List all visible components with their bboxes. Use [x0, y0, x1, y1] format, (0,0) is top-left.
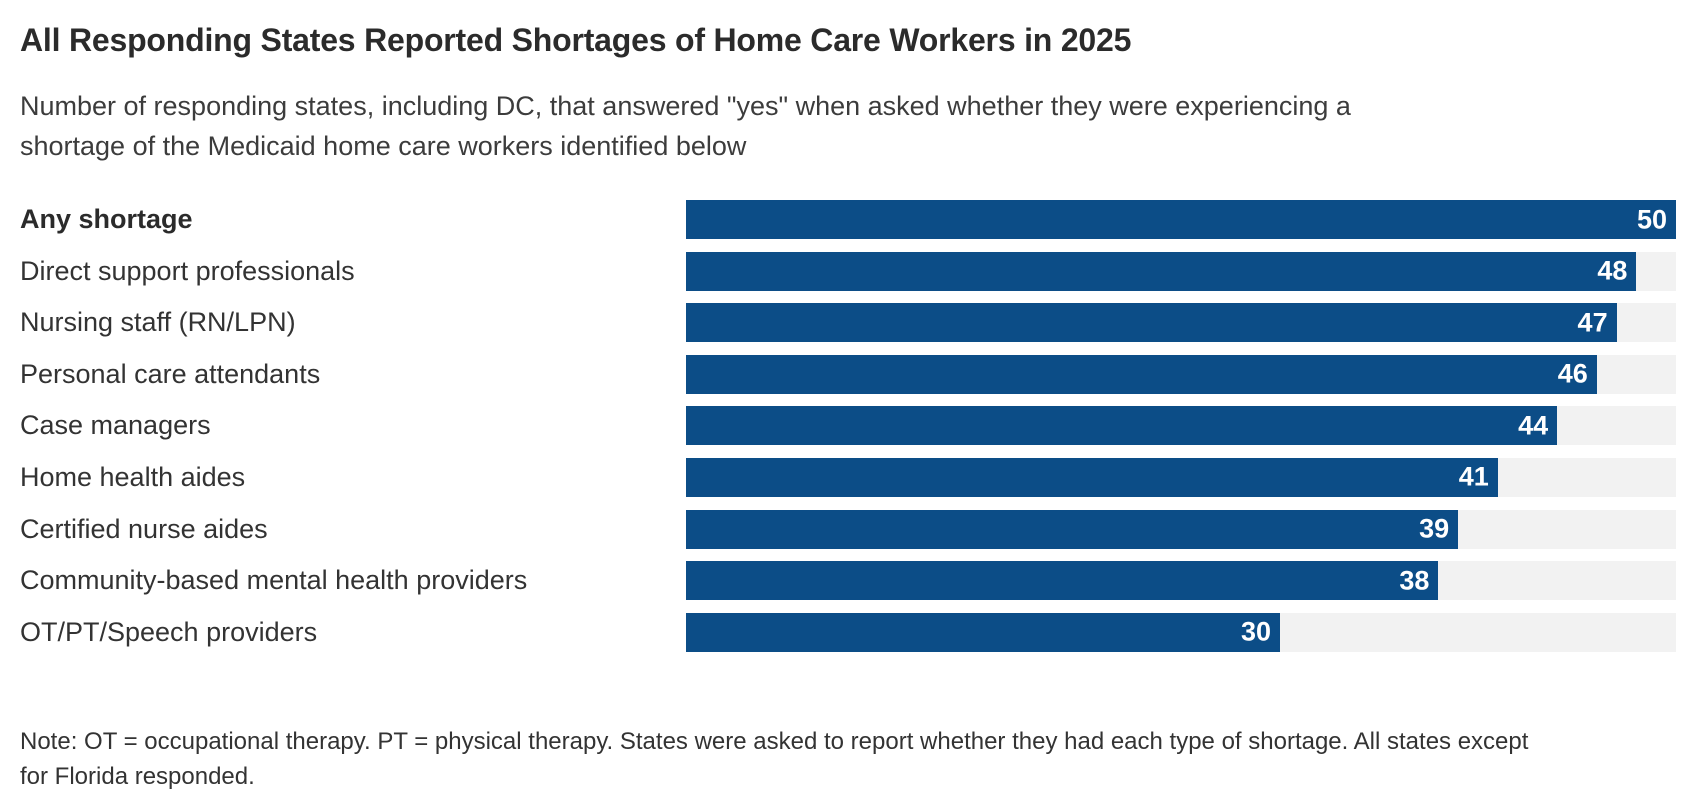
chart-row: OT/PT/Speech providers 30	[20, 612, 1676, 652]
chart-note-line-2: for Florida responded.	[20, 763, 255, 790]
bar-track: 44	[686, 406, 1676, 446]
bar-value: 39	[1419, 513, 1450, 544]
chart-row: Nursing staff (RN/LPN) 47	[20, 303, 1676, 343]
bar: 48	[686, 251, 1637, 291]
bar-track: 39	[686, 509, 1676, 549]
bar: 39	[686, 509, 1459, 549]
bar-track: 46	[686, 354, 1676, 394]
chart-row: Personal care attendants 46	[20, 354, 1676, 394]
chart-row: Direct support professionals 48	[20, 251, 1676, 291]
bar-value: 41	[1458, 461, 1489, 492]
chart-note-line-1: Note: OT = occupational therapy. PT = ph…	[20, 728, 1529, 755]
bar-value: 48	[1597, 255, 1628, 286]
bar-label: Direct support professionals	[20, 255, 355, 286]
bar-track: 50	[686, 200, 1676, 239]
bar-label: Community-based mental health providers	[20, 565, 528, 596]
chart-row: Community-based mental health providers 3…	[20, 561, 1676, 601]
chart-title: All Responding States Reported Shortages…	[20, 22, 1132, 58]
bar-label: Personal care attendants	[20, 358, 321, 389]
bar-chart: Any shortage 50 Direct support professiona…	[20, 200, 1676, 664]
bar-value: 47	[1577, 307, 1608, 338]
chart-subtitle-line-2: shortage of the Medicaid home care worke…	[20, 131, 747, 161]
bar-label: Any shortage	[20, 204, 193, 234]
bar-label: Home health aides	[20, 461, 246, 492]
bar-track: 48	[686, 251, 1676, 291]
bar-label: Nursing staff (RN/LPN)	[20, 307, 296, 338]
bar-value: 38	[1399, 565, 1430, 596]
bar-track: 41	[686, 457, 1676, 497]
bar: 30	[686, 612, 1280, 652]
bar: 44	[686, 406, 1558, 446]
chart-subtitle-line-1: Number of responding states, including D…	[20, 91, 1351, 121]
bar-track: 47	[686, 303, 1676, 343]
bar: 50	[686, 200, 1676, 239]
bar: 38	[686, 561, 1439, 601]
bar: 41	[686, 457, 1498, 497]
bar-track: 38	[686, 561, 1676, 601]
chart-note: Note: OT = occupational therapy. PT = ph…	[20, 724, 1528, 794]
bar-track: 30	[686, 612, 1676, 652]
chart-row: Case managers 44	[20, 406, 1676, 446]
chart-row: Home health aides 41	[20, 457, 1676, 497]
bar-label: Case managers	[20, 410, 211, 441]
bar-value: 46	[1557, 358, 1588, 389]
chart-row: Any shortage 50	[20, 200, 1676, 239]
bar-value: 50	[1636, 204, 1667, 234]
bar-value: 30	[1240, 616, 1271, 647]
bar-value: 44	[1518, 410, 1549, 441]
bar-label: OT/PT/Speech providers	[20, 616, 318, 647]
bar: 46	[686, 354, 1597, 394]
chart-subtitle: Number of responding states, including D…	[20, 86, 1351, 166]
chart-row: Certified nurse aides 39	[20, 509, 1676, 549]
bar-label: Certified nurse aides	[20, 513, 268, 544]
bar: 47	[686, 303, 1617, 343]
